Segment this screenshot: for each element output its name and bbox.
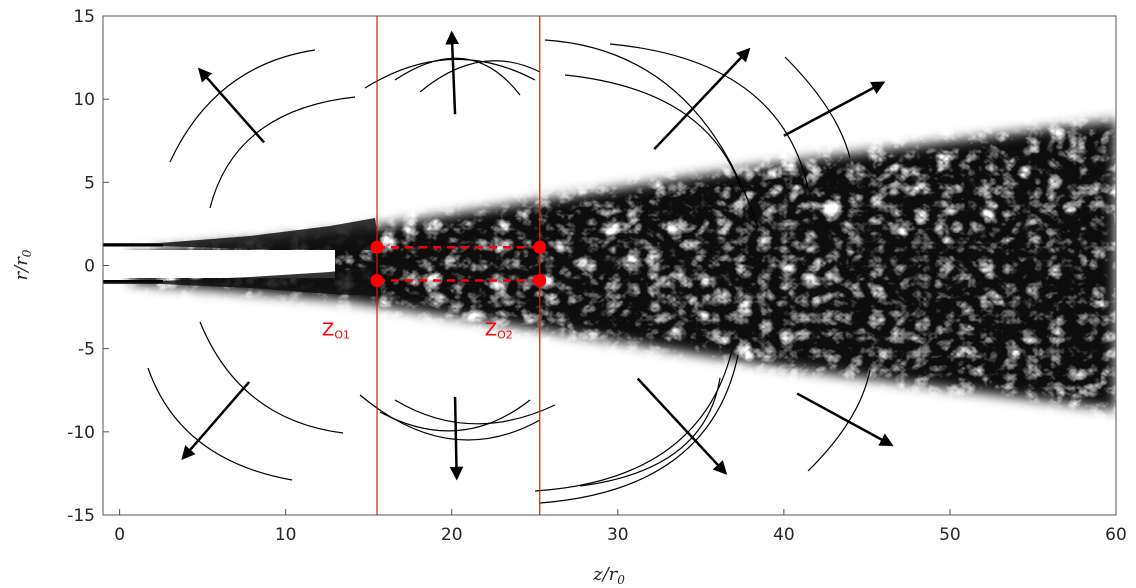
shear-layer-upper <box>103 218 380 250</box>
wavefront-arcs <box>147 39 871 504</box>
reference-lines <box>376 16 541 515</box>
x-tick-label: 0 <box>114 525 125 545</box>
y-tick-label: 5 <box>84 173 95 193</box>
origin-point <box>533 273 547 287</box>
shear-layer-lower <box>103 266 380 296</box>
origin-point <box>370 273 384 287</box>
propagation-arrow <box>445 30 460 115</box>
x-axis: 0 10 20 30 40 50 60 <box>114 509 1127 545</box>
x-axis-label: z/r0 <box>592 564 625 587</box>
y-axis: 15 10 5 0 -5 -10 -15 <box>67 7 109 526</box>
y-tick-label: -10 <box>67 423 95 443</box>
zone-label: ZO1 <box>322 319 350 341</box>
zone-label: ZO2 <box>485 319 513 341</box>
x-tick-label: 10 <box>275 525 297 545</box>
propagation-arrow <box>783 81 886 137</box>
x-tick-label: 20 <box>441 525 463 545</box>
propagation-arrow <box>636 377 728 475</box>
origin-markers <box>370 240 547 287</box>
turbulent-field-image <box>103 16 1116 515</box>
origin-point <box>370 240 384 254</box>
x-tick-label: 40 <box>773 525 795 545</box>
y-tick-label: -5 <box>78 340 95 360</box>
propagation-arrow <box>796 392 894 447</box>
nozzle-lower-edge <box>103 280 163 283</box>
nozzle-upper-edge <box>103 244 163 247</box>
y-tick-label: 15 <box>73 7 95 27</box>
x-tick-label: 30 <box>607 525 629 545</box>
propagation-arrow <box>197 67 266 144</box>
propagation-arrows <box>181 30 894 481</box>
propagation-arrow <box>653 47 751 150</box>
y-axis-label: r/r0 <box>11 249 34 280</box>
y-tick-label: -15 <box>67 506 95 526</box>
y-tick-label: 10 <box>73 90 95 110</box>
plot-area: ZO1 ZO2 <box>102 15 1117 516</box>
x-tick-label: 50 <box>939 525 961 545</box>
y-tick-label: 0 <box>84 257 95 277</box>
propagation-arrow <box>181 381 251 461</box>
x-tick-label: 60 <box>1105 525 1127 545</box>
origin-point <box>533 240 547 254</box>
propagation-arrow <box>449 396 464 481</box>
zone-labels: ZO1 ZO2 <box>322 319 513 341</box>
